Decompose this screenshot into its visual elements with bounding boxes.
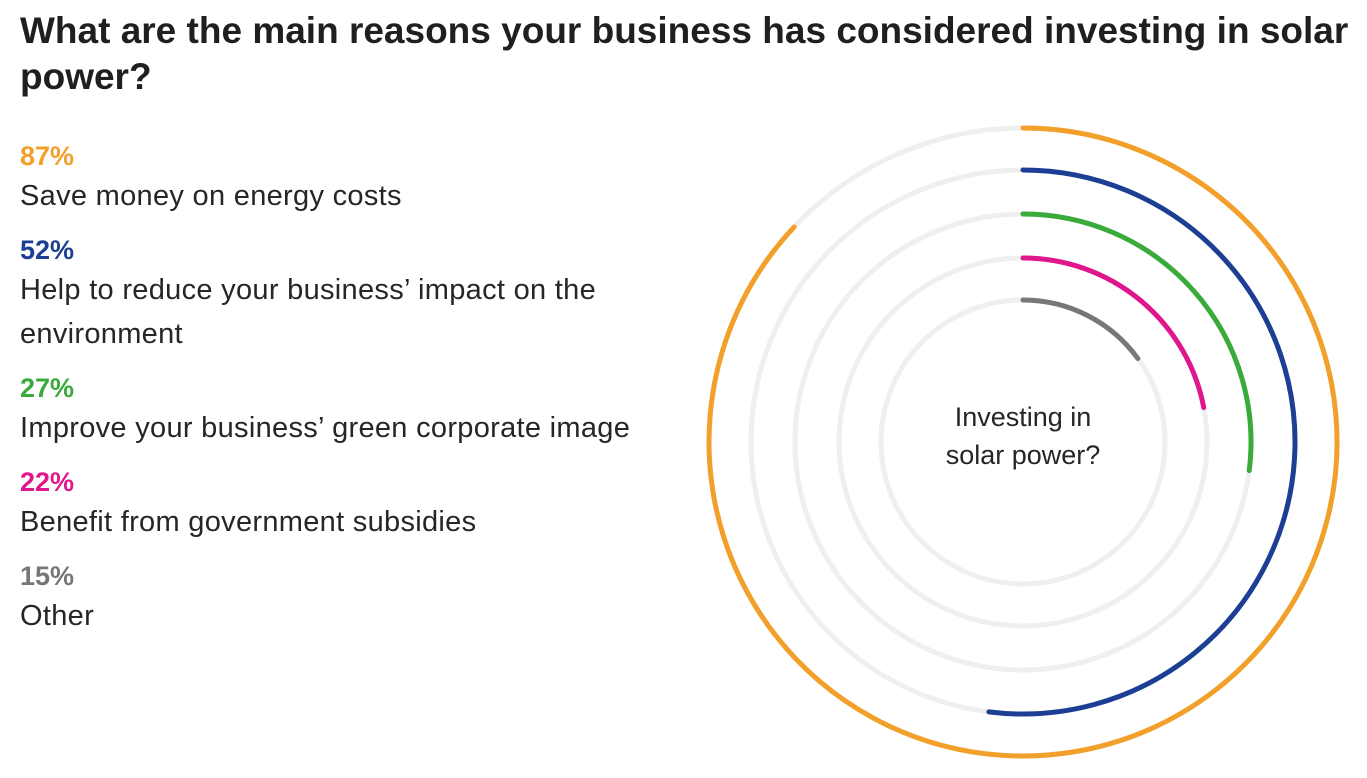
legend-item-save-money: 87% Save money on energy costs xyxy=(20,138,700,218)
ring-arc-4 xyxy=(1020,255,1207,411)
legend-item-subsidies: 22% Benefit from government subsidies xyxy=(20,464,700,544)
center-label-line-1: Investing in xyxy=(955,402,1092,432)
legend-label: Improve your business’ green corporate i… xyxy=(20,412,631,444)
legend-value: 22% xyxy=(20,467,75,497)
legend-label: Other xyxy=(20,600,95,632)
legend-item-reduce-impact: 52% Help to reduce your business’ impact… xyxy=(20,232,700,356)
legend-value: 15% xyxy=(20,561,75,591)
legend-label: Save money on energy costs xyxy=(20,180,402,212)
legend-value: 87% xyxy=(20,141,75,171)
legend-label: Help to reduce your business’ impact on … xyxy=(20,274,597,350)
legend-label: Benefit from government subsidies xyxy=(20,506,477,538)
legend-item-other: 15% Other xyxy=(20,558,700,638)
radial-chart-svg: Investing in solar power? xyxy=(706,125,1340,759)
legend-value: 27% xyxy=(20,373,75,403)
legend-list: 87% Save money on energy costs 52% Help … xyxy=(20,138,700,652)
page-title: What are the main reasons your business … xyxy=(20,10,1349,97)
ring-arc-2 xyxy=(986,167,1298,717)
ring-arc-3 xyxy=(1020,211,1254,474)
radial-bar-chart: Investing in solar power? xyxy=(700,116,1350,776)
legend-value: 52% xyxy=(20,235,75,265)
center-label-line-2: solar power? xyxy=(946,440,1101,470)
legend-item-green-image: 27% Improve your business’ green corpora… xyxy=(20,370,700,450)
ring-arc-1 xyxy=(706,125,1340,759)
ring-arc-5 xyxy=(1020,297,1141,362)
